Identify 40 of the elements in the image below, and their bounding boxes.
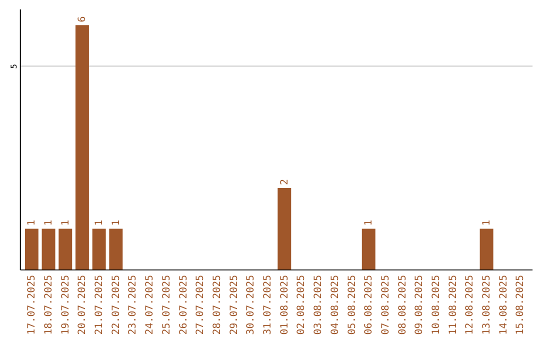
x-tick-label: 12.08.2025: [464, 274, 476, 335]
x-tick-label: 30.07.2025: [246, 274, 257, 335]
data-label: 2: [279, 179, 290, 186]
x-tick-label: 10.08.2025: [431, 274, 442, 335]
x-tick-label: 05.08.2025: [346, 274, 358, 335]
data-label: 6: [77, 16, 88, 22]
data-label: 1: [26, 220, 38, 226]
x-tick-label: 03.08.2025: [313, 274, 324, 335]
x-tick-label: 24.07.2025: [144, 274, 156, 335]
data-label: 1: [94, 220, 106, 226]
x-tick-label: 20.07.2025: [77, 274, 88, 335]
data-label: 1: [60, 220, 72, 226]
data-label: 1: [482, 220, 493, 226]
x-tick-label: 13.08.2025: [482, 274, 493, 335]
x-tick-label: 02.08.2025: [296, 274, 308, 335]
x-tick-label: 07.08.2025: [380, 274, 392, 335]
x-tick-label: 09.08.2025: [414, 274, 426, 335]
x-tick-label: 08.08.2025: [397, 274, 408, 335]
x-tick-label: 22.07.2025: [110, 274, 122, 335]
x-tick-label: 14.08.2025: [498, 274, 510, 335]
x-tick-label: 01.08.2025: [279, 274, 290, 335]
x-tick-label: 28.07.2025: [212, 274, 223, 335]
x-tick-label: 29.07.2025: [228, 274, 240, 335]
y-tick-label: 5: [9, 64, 18, 69]
data-label: 1: [364, 220, 375, 226]
x-tick-label: 06.08.2025: [364, 274, 375, 335]
x-tick-label: 17.07.2025: [26, 274, 38, 335]
x-tick-label: 27.07.2025: [195, 274, 206, 335]
data-label: 1: [110, 220, 122, 226]
x-tick-label: 31.07.2025: [262, 274, 274, 335]
x-tick-label: 23.07.2025: [128, 274, 139, 335]
x-tick-label: 19.07.2025: [60, 274, 72, 335]
x-tick-label: 04.08.2025: [330, 274, 341, 335]
x-tick-label: 21.07.2025: [94, 274, 106, 335]
x-tick-label: 26.07.2025: [178, 274, 190, 335]
x-tick-label: 15.08.2025: [515, 274, 526, 335]
x-tick-label: 11.08.2025: [448, 274, 459, 335]
x-tick-label: 18.07.2025: [44, 274, 55, 335]
x-tick-label: 25.07.2025: [161, 274, 172, 335]
data-label: 1: [44, 220, 55, 226]
